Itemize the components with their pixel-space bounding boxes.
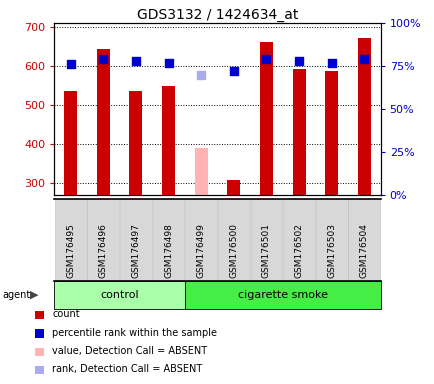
Bar — [194, 148, 207, 195]
Bar — [357, 38, 370, 195]
Text: GSM176496: GSM176496 — [99, 223, 108, 278]
Bar — [260, 42, 273, 195]
Bar — [324, 71, 337, 195]
Point — [67, 61, 74, 67]
Point — [99, 56, 107, 62]
Text: control: control — [100, 290, 138, 300]
Text: GSM176501: GSM176501 — [261, 223, 270, 278]
Text: cigarette smoke: cigarette smoke — [237, 290, 327, 300]
Point — [262, 56, 269, 62]
Point — [295, 58, 302, 64]
Text: GSM176495: GSM176495 — [66, 223, 75, 278]
Point — [164, 60, 171, 66]
Text: GSM176499: GSM176499 — [196, 223, 205, 278]
Text: agent: agent — [2, 290, 30, 300]
Text: GSM176503: GSM176503 — [326, 223, 335, 278]
Text: rank, Detection Call = ABSENT: rank, Detection Call = ABSENT — [52, 364, 202, 374]
Text: GSM176504: GSM176504 — [359, 223, 368, 278]
Text: ▶: ▶ — [30, 290, 38, 300]
Text: percentile rank within the sample: percentile rank within the sample — [52, 328, 217, 338]
Bar — [161, 86, 174, 195]
Bar — [96, 49, 109, 195]
Bar — [64, 91, 77, 195]
Point — [360, 56, 367, 62]
Text: GSM176498: GSM176498 — [164, 223, 173, 278]
Point — [230, 68, 237, 74]
Point — [197, 71, 204, 78]
Point — [327, 60, 334, 66]
Text: value, Detection Call = ABSENT: value, Detection Call = ABSENT — [52, 346, 207, 356]
Text: GSM176497: GSM176497 — [131, 223, 140, 278]
Bar — [129, 91, 142, 195]
Text: GSM176500: GSM176500 — [229, 223, 238, 278]
Bar — [227, 180, 240, 195]
Text: count: count — [52, 309, 80, 319]
Bar — [292, 70, 305, 195]
Title: GDS3132 / 1424634_at: GDS3132 / 1424634_at — [137, 8, 297, 22]
Text: GSM176502: GSM176502 — [294, 223, 303, 278]
Point — [132, 58, 139, 64]
